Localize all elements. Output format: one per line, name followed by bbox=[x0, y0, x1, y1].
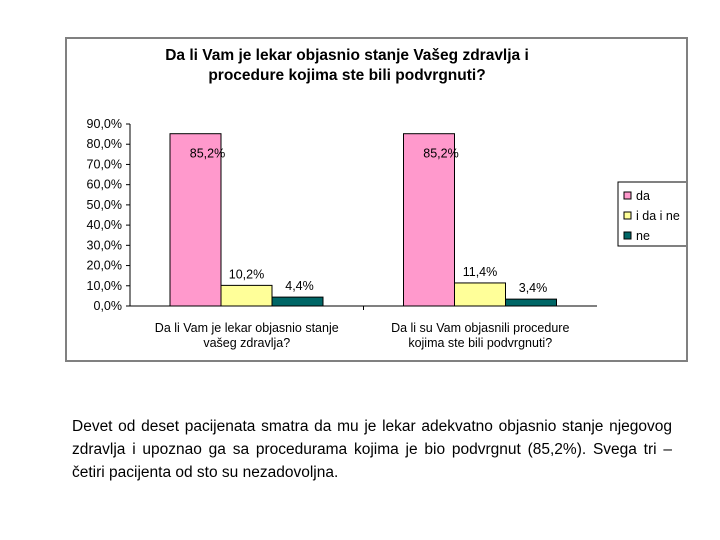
bar-ne bbox=[271, 296, 324, 307]
data-label: 85,2% bbox=[190, 147, 225, 161]
y-tick-label: 10,0% bbox=[87, 279, 122, 293]
bar-ne bbox=[505, 298, 557, 307]
data-label: 3,4% bbox=[519, 281, 548, 295]
data-label: 4,4% bbox=[285, 279, 314, 293]
y-tick-label: 90,0% bbox=[87, 117, 122, 131]
legend-label: da bbox=[636, 189, 650, 203]
bar-i-da-i-ne bbox=[454, 282, 506, 307]
category-label: kojima ste bili podvrgnuti? bbox=[408, 336, 552, 350]
category-label: Da li Vam je lekar objasnio stanje bbox=[155, 321, 339, 335]
chart-caption: Devet od deset pacijenata smatra da mu j… bbox=[72, 418, 672, 481]
legend-label: ne bbox=[636, 229, 650, 243]
data-label: 85,2% bbox=[423, 147, 458, 161]
y-tick-label: 50,0% bbox=[87, 198, 122, 212]
chart-title-line: procedure kojima ste bili podvrgnuti? bbox=[208, 67, 485, 84]
data-label: 10,2% bbox=[229, 267, 264, 281]
y-tick-label: 0,0% bbox=[94, 299, 123, 313]
legend-swatch-i-da-i-ne bbox=[623, 211, 632, 220]
chart-title-line: Da li Vam je lekar objasnio stanje Vašeg… bbox=[165, 47, 529, 64]
bar-da bbox=[403, 133, 455, 307]
bar-i-da-i-ne bbox=[220, 284, 273, 307]
y-tick-label: 30,0% bbox=[87, 238, 122, 252]
chart-frame: Da li Vam je lekar objasnio stanje Vašeg… bbox=[65, 37, 688, 362]
bar-da bbox=[169, 133, 222, 307]
category-label: Da li su Vam objasnili procedure bbox=[391, 321, 569, 335]
y-tick-label: 70,0% bbox=[87, 157, 122, 171]
legend-swatch-ne bbox=[623, 231, 632, 240]
legend-label: i da i ne bbox=[636, 209, 680, 223]
bar-chart: Da li Vam je lekar objasnio stanje Vašeg… bbox=[87, 47, 686, 350]
data-label: 11,4% bbox=[463, 265, 498, 279]
category-label: vašeg zdravlja? bbox=[203, 336, 290, 350]
y-tick-label: 80,0% bbox=[87, 137, 122, 151]
y-tick-label: 60,0% bbox=[87, 178, 122, 192]
legend-swatch-da bbox=[623, 191, 632, 200]
y-tick-label: 40,0% bbox=[87, 218, 122, 232]
y-tick-label: 20,0% bbox=[87, 259, 122, 273]
